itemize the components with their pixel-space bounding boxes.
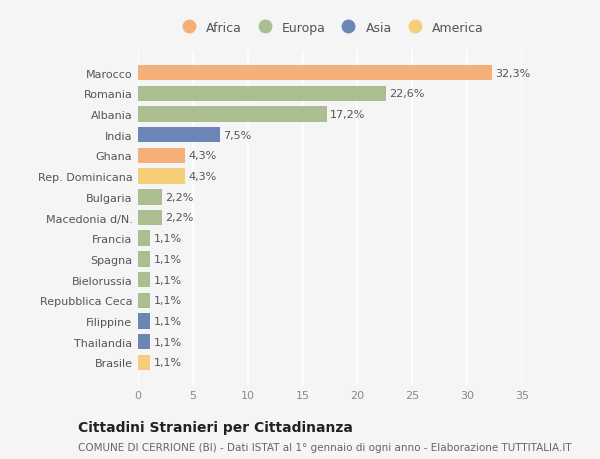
Bar: [138, 293, 150, 308]
Bar: [138, 334, 150, 350]
Text: 1,1%: 1,1%: [154, 337, 181, 347]
Text: 7,5%: 7,5%: [224, 130, 252, 140]
Text: 1,1%: 1,1%: [154, 316, 181, 326]
Text: 4,3%: 4,3%: [188, 172, 217, 182]
Bar: [138, 313, 150, 329]
Bar: [138, 148, 185, 164]
Text: 2,2%: 2,2%: [166, 192, 194, 202]
Text: 1,1%: 1,1%: [154, 234, 181, 244]
Bar: [138, 66, 493, 81]
Text: 2,2%: 2,2%: [166, 213, 194, 223]
Text: COMUNE DI CERRIONE (BI) - Dati ISTAT al 1° gennaio di ogni anno - Elaborazione T: COMUNE DI CERRIONE (BI) - Dati ISTAT al …: [78, 442, 572, 452]
Text: 1,1%: 1,1%: [154, 254, 181, 264]
Bar: [138, 231, 150, 246]
Text: 1,1%: 1,1%: [154, 296, 181, 306]
Bar: [138, 252, 150, 267]
Legend: Africa, Europa, Asia, America: Africa, Europa, Asia, America: [171, 17, 489, 39]
Text: 32,3%: 32,3%: [496, 68, 531, 78]
Bar: [138, 355, 150, 370]
Text: 1,1%: 1,1%: [154, 358, 181, 368]
Bar: [138, 169, 185, 185]
Bar: [138, 107, 327, 123]
Text: 22,6%: 22,6%: [389, 89, 425, 99]
Bar: [138, 128, 220, 143]
Text: Cittadini Stranieri per Cittadinanza: Cittadini Stranieri per Cittadinanza: [78, 420, 353, 434]
Bar: [138, 272, 150, 288]
Bar: [138, 86, 386, 102]
Text: 4,3%: 4,3%: [188, 151, 217, 161]
Text: 17,2%: 17,2%: [330, 110, 365, 120]
Text: 1,1%: 1,1%: [154, 275, 181, 285]
Bar: [138, 210, 162, 226]
Bar: [138, 190, 162, 205]
